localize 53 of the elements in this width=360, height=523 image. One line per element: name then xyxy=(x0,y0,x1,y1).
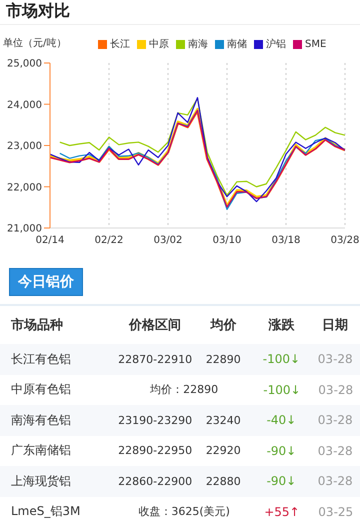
x-tick-label: 02/14 xyxy=(36,235,64,246)
text: 市场品种 xyxy=(10,316,64,335)
y-axis-title: 单位（元/吨） xyxy=(3,36,66,50)
text: 涨跌 xyxy=(267,317,296,335)
legend-label: 沪铝 xyxy=(265,38,286,51)
text: -90↓ xyxy=(266,442,298,460)
text: 03-28 xyxy=(316,442,354,460)
text: 03-28 xyxy=(317,382,354,399)
text: 均价 xyxy=(209,317,238,335)
text: 南海有色铝 xyxy=(10,412,72,429)
text: +55↑ xyxy=(263,504,301,521)
x-tick-label: 03/18 xyxy=(272,235,300,246)
text: 22880 xyxy=(204,474,242,490)
x-tick-label: 03/28 xyxy=(330,235,360,246)
text: -90↓ xyxy=(266,473,298,490)
text: 广东南储铝 xyxy=(10,442,72,460)
x-tick-label: 03/10 xyxy=(212,235,242,246)
text: 今日铝价 xyxy=(9,268,83,296)
text: 长江有色铝 xyxy=(10,350,72,368)
text: 22920 xyxy=(204,443,242,460)
text: 均价：22890 xyxy=(149,382,220,398)
text: 日期 xyxy=(321,317,350,335)
text: -40↓ xyxy=(266,412,298,430)
x-tick-label: 03/02 xyxy=(154,235,182,246)
text: -100↓ xyxy=(262,382,302,399)
text: 中原有色铝 xyxy=(10,381,72,398)
y-tick-label: 24,000 xyxy=(7,100,42,111)
text: LmeS_铝3M xyxy=(10,503,82,520)
text: -100↓ xyxy=(262,351,302,368)
text: 03-25 xyxy=(317,504,354,521)
legend-label: 南海 xyxy=(187,38,208,51)
text: 23240 xyxy=(204,412,242,429)
y-tick-label: 22,000 xyxy=(7,182,42,194)
chart-title: 市场对比 xyxy=(6,1,70,22)
text: 03-28 xyxy=(316,412,354,430)
text: 22890 xyxy=(204,352,242,368)
text: 22890-22950 xyxy=(117,443,194,460)
x-tick-label: 02/22 xyxy=(94,235,124,246)
text: 上海现货铝 xyxy=(10,472,72,490)
text: 价格区间 xyxy=(128,317,182,335)
y-tick-label: 25,000 xyxy=(7,58,42,70)
legend-label: SME xyxy=(304,38,326,51)
text: 03-28 xyxy=(316,473,354,490)
text: 收盘：3625(美元) xyxy=(137,504,231,520)
text: 22860-22900 xyxy=(117,474,194,490)
y-tick-label: 23,000 xyxy=(7,141,42,152)
legend-label: 中原 xyxy=(148,38,169,51)
text: 22870-22910 xyxy=(117,352,194,368)
y-tick-label: 21,000 xyxy=(7,224,42,235)
legend-label: 长江 xyxy=(109,38,130,51)
text: 03-28 xyxy=(316,351,354,368)
text: 23190-23290 xyxy=(117,412,194,429)
legend-label: 南储 xyxy=(226,38,247,51)
